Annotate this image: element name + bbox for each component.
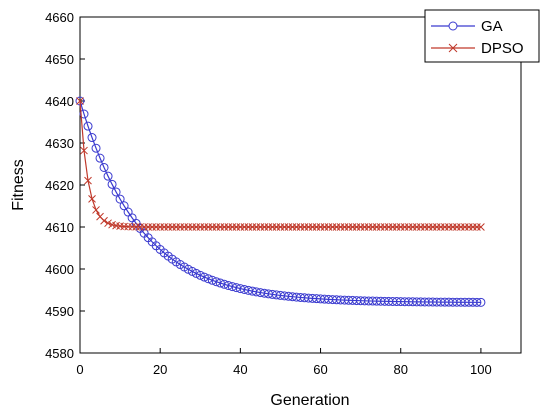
data-point <box>83 121 93 131</box>
y-tick-label: 4630 <box>45 136 74 151</box>
y-tick-label: 4660 <box>45 10 74 25</box>
legend-marker <box>448 43 458 53</box>
data-point <box>107 179 117 189</box>
legend-label: DPSO <box>481 40 524 57</box>
legend-item-dpso: DPSO <box>431 40 524 57</box>
legend: GA DPSO <box>424 9 540 63</box>
x-axis: 0 20 40 60 80 100 <box>76 348 492 377</box>
series-line <box>79 100 481 303</box>
series-line <box>79 100 481 228</box>
data-point <box>92 206 100 214</box>
y-axis-title: Fitness <box>10 159 27 211</box>
data-point <box>219 279 229 289</box>
data-point <box>80 146 88 155</box>
data-point <box>119 201 129 211</box>
data-point <box>111 187 121 197</box>
y-tick-label: 4650 <box>45 52 74 67</box>
data-point <box>476 297 486 307</box>
data-point <box>99 162 109 172</box>
legend-label: GA <box>481 18 503 35</box>
legend-marker <box>448 21 458 31</box>
legend-item-ga: GA <box>431 18 503 35</box>
x-tick-label: 20 <box>153 362 167 377</box>
data-point <box>195 270 205 280</box>
y-tick-label: 4640 <box>45 94 74 109</box>
x-tick-label: 80 <box>393 362 407 377</box>
x-tick-label: 0 <box>76 362 83 377</box>
x-tick-label: 40 <box>233 362 247 377</box>
data-point <box>211 277 221 287</box>
data-point <box>207 275 217 285</box>
data-point <box>223 280 233 290</box>
data-point <box>100 216 108 225</box>
y-tick-label: 4600 <box>45 262 74 277</box>
data-point <box>215 278 225 288</box>
data-point <box>472 297 482 307</box>
x-tick-label: 100 <box>470 362 492 377</box>
data-point <box>76 97 84 105</box>
data-point <box>91 143 101 153</box>
data-point <box>199 272 209 282</box>
data-point <box>95 153 105 163</box>
legend-box <box>424 9 540 63</box>
series-layer <box>75 96 486 307</box>
data-point <box>104 219 112 228</box>
y-axis: 4580 4590 4600 4610 4620 4630 4640 4650 4660 <box>45 10 85 361</box>
data-point <box>103 171 113 181</box>
y-tick-label: 4580 <box>45 346 74 361</box>
data-point <box>88 195 96 203</box>
series-ga <box>75 96 486 307</box>
x-axis-title: Generation <box>270 392 349 409</box>
data-point <box>191 268 201 278</box>
data-point <box>477 223 485 231</box>
data-point <box>87 133 97 143</box>
data-point <box>84 176 92 185</box>
y-tick-label: 4620 <box>45 178 74 193</box>
y-tick-label: 4610 <box>45 220 74 235</box>
x-tick-label: 60 <box>313 362 327 377</box>
data-point <box>79 109 89 119</box>
series-dpso <box>76 97 485 231</box>
y-tick-label: 4590 <box>45 304 74 319</box>
data-point <box>203 274 213 284</box>
data-point <box>115 194 125 204</box>
